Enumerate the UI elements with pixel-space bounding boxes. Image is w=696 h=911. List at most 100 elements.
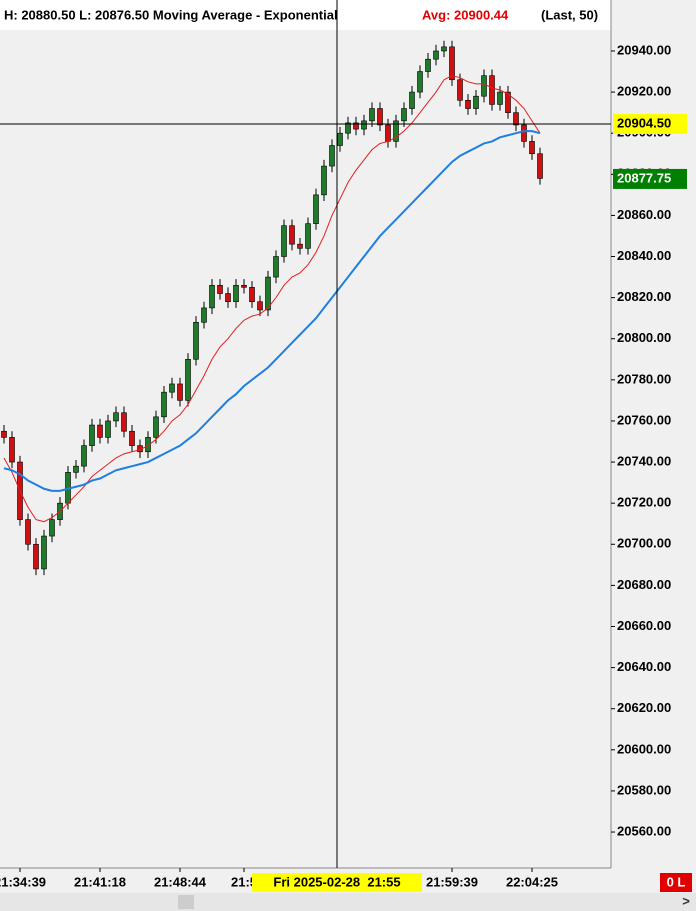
x-tick-label: 21:41:18 [74, 874, 126, 889]
candle-body [465, 100, 471, 109]
y-tick-label: 20600.00 [617, 741, 671, 756]
candle-body [353, 122, 359, 130]
y-tick-label: 20940.00 [617, 42, 671, 57]
x-tick-label: 21:5 [231, 874, 257, 889]
candle-body [289, 225, 295, 245]
candle-body [425, 58, 431, 72]
candle-body [489, 75, 495, 105]
candle-body [209, 284, 215, 309]
y-tick-label: 20760.00 [617, 412, 671, 427]
x-tick-label: 22:04:25 [506, 874, 558, 889]
moving-average-line [3, 75, 541, 523]
header-text: H: 20880.50 L: 20876.50 Moving Average -… [4, 7, 338, 22]
candle-body [225, 293, 231, 303]
candle-body [121, 412, 127, 432]
x-tick-label: 21:48:44 [154, 874, 207, 889]
y-tick-label: 20720.00 [617, 495, 671, 510]
candle-body [89, 424, 95, 446]
candle-body [297, 243, 303, 249]
candle-body [337, 132, 343, 146]
candle-body [457, 79, 463, 101]
candle-body [385, 124, 391, 142]
candle-body [233, 284, 239, 303]
candle-body [193, 321, 199, 360]
candle-body [33, 543, 39, 570]
candle-body [305, 223, 311, 249]
candle-body [153, 416, 159, 438]
candle-body [169, 383, 175, 393]
candle-body [25, 519, 31, 545]
candle-body [377, 108, 383, 126]
x-tick-label: 21:34:39 [0, 874, 46, 889]
candle-body [409, 91, 415, 109]
candle-body [505, 91, 511, 113]
y-tick-label: 20840.00 [617, 248, 671, 263]
candle-body [473, 95, 479, 109]
candle-body [369, 108, 375, 122]
moving-average-line [3, 130, 541, 492]
plot-area [1, 40, 543, 576]
params-label: (Last, 50) [541, 7, 598, 22]
candle-body [81, 445, 87, 467]
candle-body [201, 307, 207, 323]
candle-body [273, 256, 279, 278]
candle-body [393, 120, 399, 142]
y-tick-label: 20860.00 [617, 207, 671, 222]
candle-body [97, 424, 103, 438]
candle-body [401, 108, 407, 122]
candle-body [345, 122, 351, 134]
y-tick-label: 20820.00 [617, 289, 671, 304]
candle-body [313, 194, 319, 224]
crosshair-time-label: Fri 2025-02-28 21:55 [273, 874, 400, 889]
candle-body [161, 391, 167, 418]
header-bar [0, 0, 611, 30]
candle-body [185, 358, 191, 401]
position-box [660, 873, 692, 892]
crosshair-price-label: 20904.50 [617, 115, 671, 130]
candle-body [513, 112, 519, 126]
position-label: 0 L [667, 874, 686, 889]
y-tick-label: 20640.00 [617, 659, 671, 674]
last-price-label: 20877.75 [617, 170, 671, 185]
candle-body [217, 284, 223, 294]
candle-body [129, 430, 135, 446]
y-tick-label: 20800.00 [617, 330, 671, 345]
candle-body [73, 465, 79, 473]
scrollbar[interactable] [0, 893, 696, 911]
candle-body [321, 165, 327, 196]
candle-body [113, 412, 119, 422]
candle-body [241, 284, 247, 288]
candle-body [41, 535, 47, 570]
candle-body [9, 437, 15, 463]
last-price-box [613, 168, 687, 189]
y-tick-label: 20580.00 [617, 782, 671, 797]
candle-body [1, 430, 7, 438]
candle-body [433, 50, 439, 60]
candle-body [145, 437, 151, 453]
candle-body [281, 225, 287, 257]
candle-body [257, 301, 263, 311]
candle-body [177, 383, 183, 401]
candle-body [249, 287, 255, 303]
candle-body [361, 120, 367, 130]
y-tick-label: 20920.00 [617, 84, 671, 99]
crosshair-time-box [252, 873, 422, 892]
y-tick-label: 20740.00 [617, 453, 671, 468]
candle-body [449, 46, 455, 81]
y-tick-label: 20780.00 [617, 371, 671, 386]
candle-body [329, 145, 335, 167]
x-tick-label: 21:59:39 [426, 874, 478, 889]
candle-body [265, 276, 271, 311]
crosshair-price-box [613, 113, 687, 134]
scroll-right[interactable]: > [682, 893, 690, 908]
candle-body [537, 153, 543, 179]
scroll-thumb[interactable] [178, 895, 194, 909]
candle-body [481, 75, 487, 97]
candle-body [529, 141, 535, 155]
y-tick-label: 20660.00 [617, 618, 671, 633]
y-tick-label: 20620.00 [617, 700, 671, 715]
y-tick-label: 20560.00 [617, 823, 671, 838]
candle-body [497, 91, 503, 105]
